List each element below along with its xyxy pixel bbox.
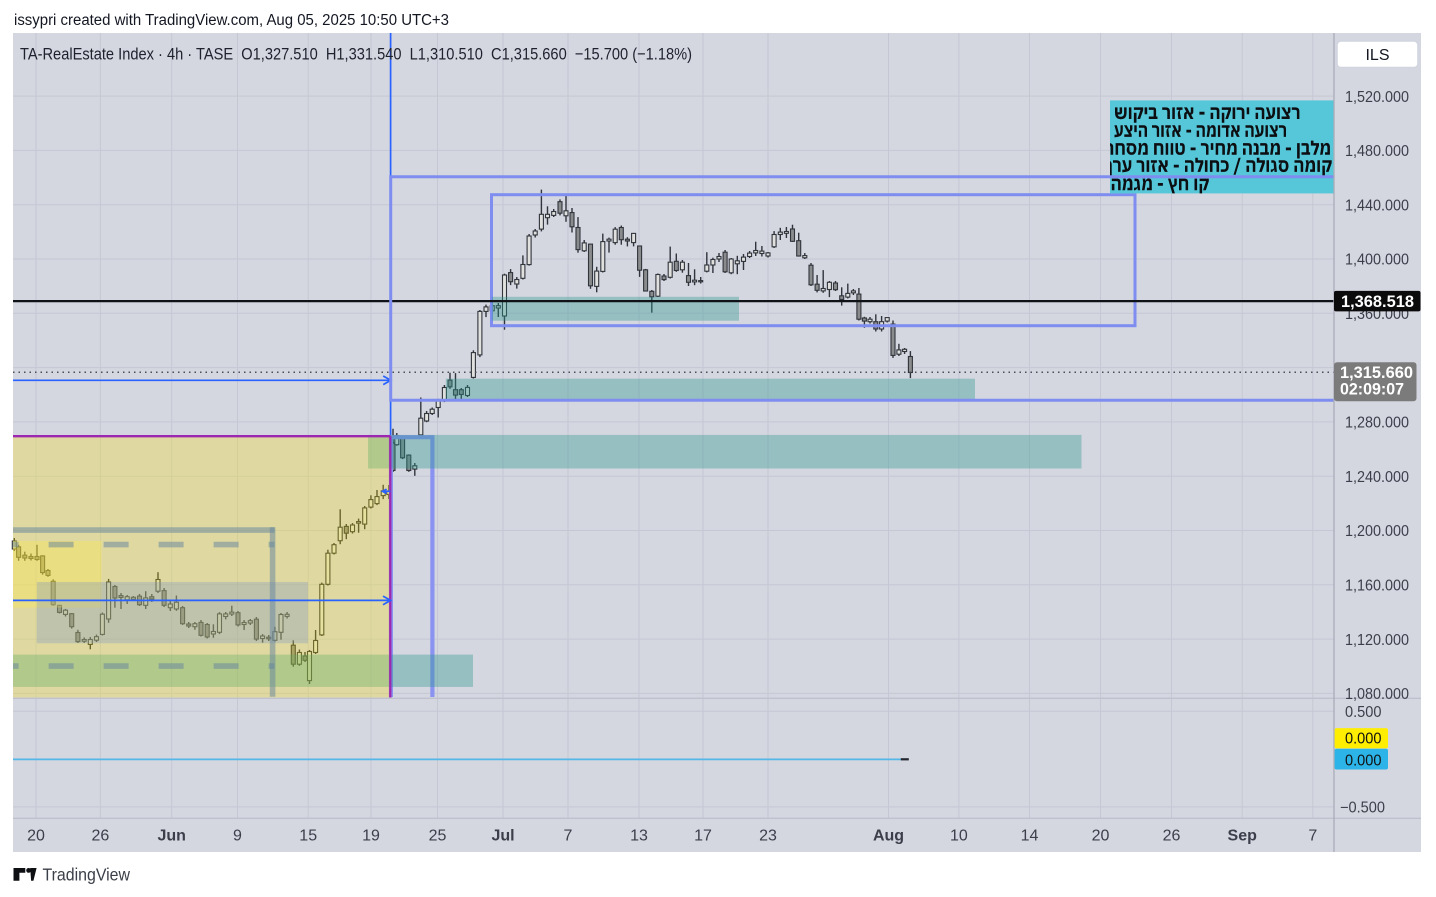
svg-text:issypri created with TradingVi: issypri created with TradingView.com, Au…: [14, 12, 449, 29]
svg-text:TradingView: TradingView: [43, 865, 131, 885]
svg-text:25: 25: [429, 828, 447, 845]
svg-text:1,520.000: 1,520.000: [1345, 89, 1409, 106]
svg-text:19: 19: [362, 828, 380, 845]
svg-text:Jun: Jun: [157, 828, 185, 845]
svg-text:23: 23: [759, 828, 777, 845]
svg-text:1,400.000: 1,400.000: [1345, 252, 1409, 269]
svg-text:Jul: Jul: [491, 828, 514, 845]
svg-text:0.000: 0.000: [1345, 752, 1382, 769]
svg-text:1,480.000: 1,480.000: [1345, 143, 1409, 160]
svg-text:1,200.000: 1,200.000: [1345, 523, 1409, 540]
svg-text:20: 20: [1092, 828, 1110, 845]
svg-text:20: 20: [27, 828, 45, 845]
svg-text:1,280.000: 1,280.000: [1345, 415, 1409, 432]
svg-text:02:09:07: 02:09:07: [1340, 381, 1404, 399]
svg-text:1,440.000: 1,440.000: [1345, 197, 1409, 214]
svg-text:17: 17: [694, 828, 712, 845]
svg-text:TA-RealEstate Index · 4h · TAS: TA-RealEstate Index · 4h · TASE O1,327.5…: [20, 45, 692, 64]
svg-text:7: 7: [564, 828, 573, 845]
svg-text:Aug: Aug: [873, 828, 904, 845]
svg-text:10: 10: [950, 828, 968, 845]
svg-text:1,080.000: 1,080.000: [1345, 686, 1409, 703]
svg-text:ILS: ILS: [1365, 47, 1389, 64]
svg-text:9: 9: [233, 828, 242, 845]
svg-text:1,120.000: 1,120.000: [1345, 632, 1409, 649]
svg-text:7: 7: [1308, 828, 1317, 845]
svg-text:0.500: 0.500: [1345, 704, 1382, 721]
svg-text:1,368.518: 1,368.518: [1341, 293, 1414, 311]
svg-text:1,240.000: 1,240.000: [1345, 469, 1409, 486]
svg-text:15: 15: [299, 828, 317, 845]
svg-text:1,315.660: 1,315.660: [1340, 364, 1413, 382]
svg-text:−0.500: −0.500: [1340, 800, 1385, 817]
svg-text:0.000: 0.000: [1345, 731, 1382, 748]
svg-text:26: 26: [1163, 828, 1181, 845]
svg-text:1,160.000: 1,160.000: [1345, 578, 1409, 595]
svg-text:13: 13: [630, 828, 648, 845]
svg-text:26: 26: [92, 828, 110, 845]
svg-text:Sep: Sep: [1228, 828, 1258, 845]
svg-text:14: 14: [1021, 828, 1039, 845]
